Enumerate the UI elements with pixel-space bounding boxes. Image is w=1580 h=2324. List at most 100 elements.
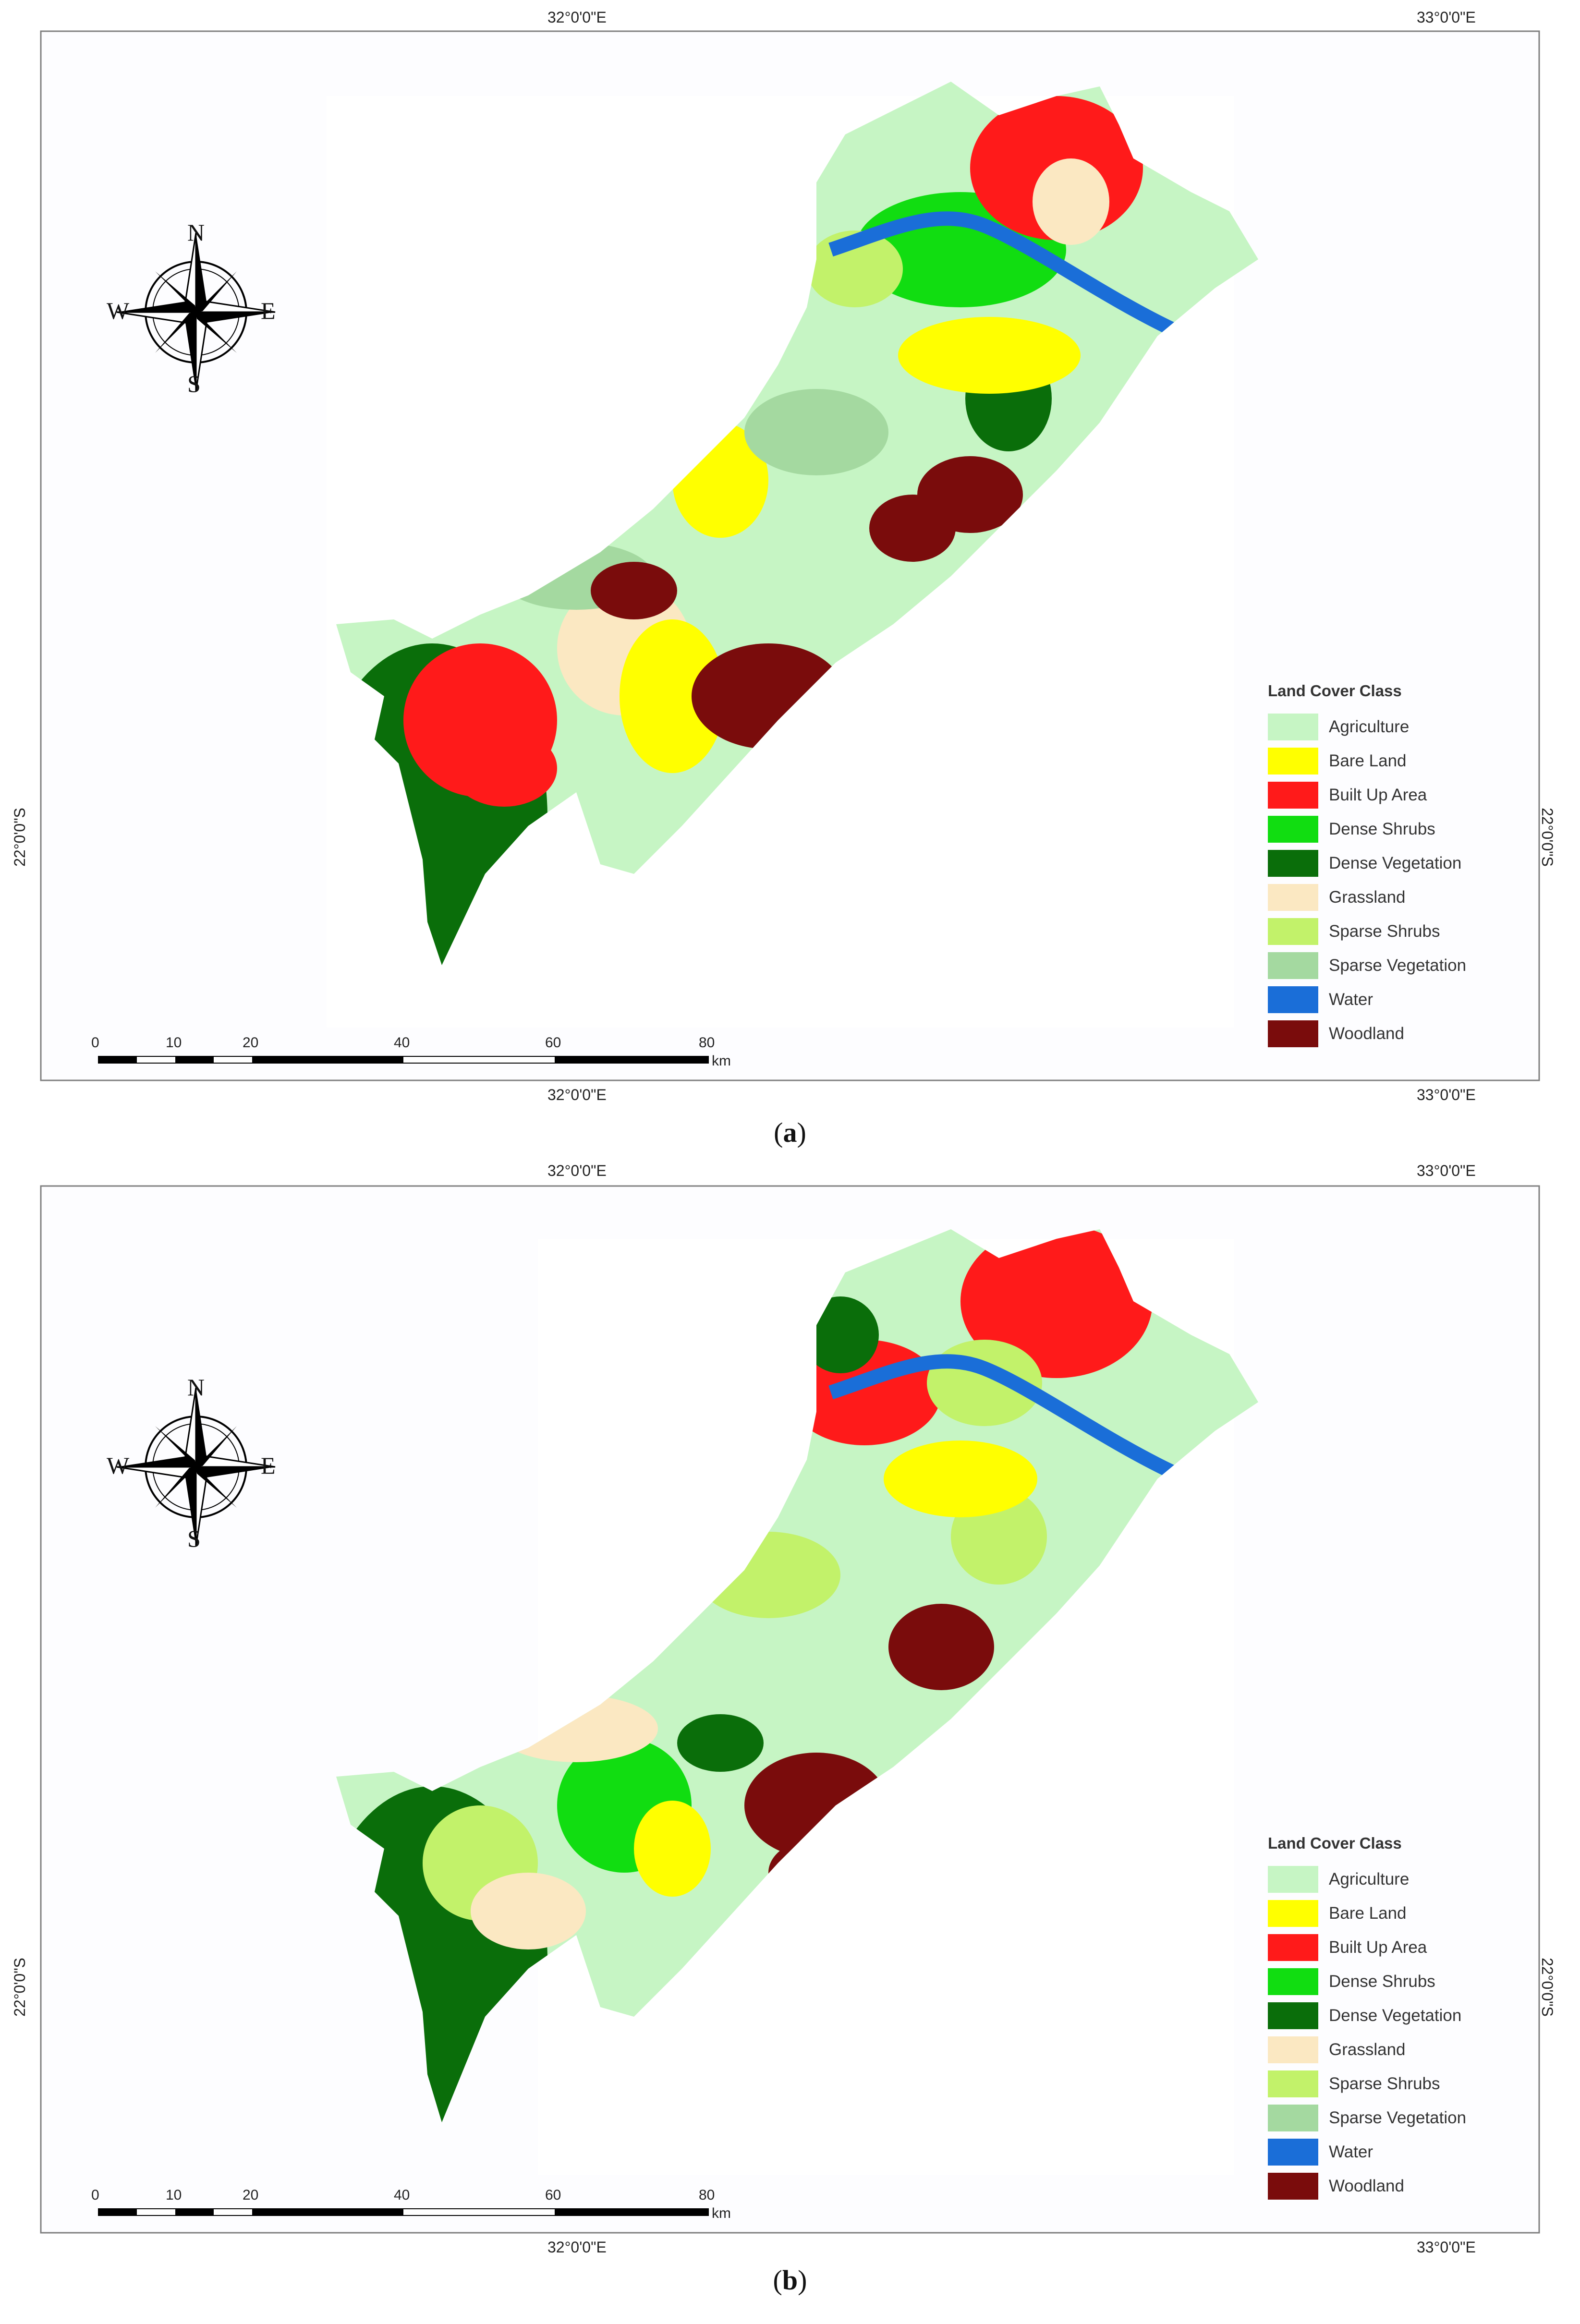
- legend-swatch: [1268, 781, 1318, 809]
- legend-title: Land Cover Class: [1268, 682, 1402, 700]
- scale-tick-0: 0: [91, 1035, 99, 1051]
- compass-south-label: S: [187, 1525, 201, 1552]
- legend-swatch: [1268, 747, 1318, 775]
- scale-tick-20: 20: [243, 1035, 259, 1051]
- legend-item-dense-shrubs: Dense Shrubs: [1268, 1964, 1518, 1998]
- scale-tick-80: 80: [699, 1035, 715, 1051]
- legend-item-woodland: Woodland: [1268, 1017, 1518, 1051]
- compass-north-label: N: [187, 219, 205, 246]
- panel-caption: (b): [773, 2264, 807, 2296]
- legend-label: Water: [1329, 2142, 1373, 2161]
- compass-east-label: E: [261, 297, 276, 324]
- coord-top-right: 33°0'0"E: [1417, 9, 1476, 26]
- legend-item-built-up-area: Built Up Area: [1268, 1930, 1518, 1964]
- scale-tick-60: 60: [545, 1035, 561, 1051]
- legend-swatch: [1268, 2104, 1318, 2131]
- legend-label: Dense Vegetation: [1329, 2006, 1462, 2025]
- scale-unit: km: [712, 1053, 731, 1069]
- coord-right: 22°0'0"S: [1538, 1958, 1556, 2017]
- panel-caption-letter: a: [783, 1117, 797, 1148]
- legend-swatch: [1268, 952, 1318, 979]
- coord-bottom-right: 33°0'0"E: [1417, 1086, 1476, 1103]
- compass-north-label: N: [187, 1374, 205, 1401]
- panel-caption: (a): [774, 1117, 806, 1148]
- compass-south-label: S: [187, 370, 201, 397]
- legend-label: Sparse Shrubs: [1329, 921, 1440, 941]
- legend-label: Built Up Area: [1329, 785, 1427, 804]
- scale-tick-40: 40: [394, 1035, 410, 1051]
- legend: Land Cover Class Agriculture Bare Land Bui…: [1268, 1834, 1518, 2203]
- scale-tick-60: 60: [545, 2187, 561, 2203]
- legend-label: Bare Land: [1329, 1903, 1407, 1923]
- legend-swatch: [1268, 1934, 1318, 1961]
- legend-label: Sparse Shrubs: [1329, 2074, 1440, 2093]
- scale-tick-0: 0: [91, 2187, 99, 2203]
- legend-label: Dense Shrubs: [1329, 819, 1435, 838]
- coord-bottom-left: 32°0'0"E: [547, 1086, 607, 1103]
- legend-item-agriculture: Agriculture: [1268, 710, 1518, 744]
- scale-bar: [98, 2208, 709, 2216]
- legend-label: Bare Land: [1329, 751, 1407, 770]
- legend-swatch: [1268, 2002, 1318, 2029]
- river: [828, 1354, 1180, 1481]
- compass-rose-icon: [116, 1387, 276, 1547]
- land-cover-patch: [898, 317, 1081, 394]
- map-panel-a: 32°0'0"E 33°0'0"E 32°0'0"E 33°0'0"E 22°0…: [11, 9, 1556, 1148]
- land-cover-map-a: [336, 82, 1258, 965]
- land-cover-patch: [744, 389, 888, 475]
- compass-west-label: W: [107, 1452, 130, 1479]
- coord-top-right: 33°0'0"E: [1417, 1162, 1476, 1179]
- legend-item-bare-land: Bare Land: [1268, 744, 1518, 778]
- legend-label: Built Up Area: [1329, 1937, 1427, 1957]
- land-cover-patch: [1033, 158, 1109, 245]
- legend-title: Land Cover Class: [1268, 1834, 1402, 1852]
- land-cover-patch: [807, 230, 903, 307]
- compass-east-label: E: [261, 1452, 276, 1479]
- legend-swatch: [1268, 918, 1318, 945]
- legend-item-agriculture: Agriculture: [1268, 1862, 1518, 1896]
- legend-item-water: Water: [1268, 982, 1518, 1017]
- legend-item-woodland: Woodland: [1268, 2169, 1518, 2203]
- legend-item-dense-shrubs: Dense Shrubs: [1268, 812, 1518, 846]
- legend: Land Cover Class Agriculture Bare Land Bui…: [1268, 682, 1518, 1051]
- legend-label: Sparse Vegetation: [1329, 2108, 1467, 2127]
- legend-swatch: [1268, 884, 1318, 911]
- map-canvas-a: [40, 30, 1540, 1081]
- legend-item-sparse-vegetation: Sparse Vegetation: [1268, 2101, 1518, 2135]
- land-cover-patch: [917, 456, 1023, 533]
- legend-item-dense-vegetation: Dense Vegetation: [1268, 846, 1518, 880]
- legend-item-bare-land: Bare Land: [1268, 1896, 1518, 1930]
- legend-swatch: [1268, 2138, 1318, 2166]
- legend-item-water: Water: [1268, 2135, 1518, 2169]
- land-cover-patch: [960, 1229, 1153, 1378]
- scale-tick-10: 10: [166, 1035, 182, 1051]
- legend-label: Dense Vegetation: [1329, 853, 1462, 872]
- legend-item-built-up-area: Built Up Area: [1268, 778, 1518, 812]
- legend-label: Agriculture: [1329, 717, 1410, 736]
- legend-label: Grassland: [1329, 887, 1406, 907]
- land-cover-patch: [620, 619, 725, 773]
- legend-label: Woodland: [1329, 1024, 1404, 1043]
- legend-swatch: [1268, 2172, 1318, 2200]
- land-cover-patch: [677, 1714, 764, 1772]
- coord-bottom-left: 32°0'0"E: [547, 2239, 607, 2256]
- legend-label: Dense Shrubs: [1329, 1972, 1435, 1991]
- scale-tick-20: 20: [243, 2187, 259, 2203]
- legend-item-grassland: Grassland: [1268, 880, 1518, 914]
- scale-tick-10: 10: [166, 2187, 182, 2203]
- legend-label: Sparse Vegetation: [1329, 956, 1467, 975]
- land-cover-patch: [591, 562, 677, 619]
- coord-right: 22°0'0"S: [1538, 808, 1556, 867]
- legend-item-grassland: Grassland: [1268, 2033, 1518, 2067]
- coord-left: 22°0'0"S: [11, 808, 28, 867]
- land-cover-patch: [884, 1440, 1037, 1517]
- scale-unit: km: [712, 2205, 731, 2221]
- legend-swatch: [1268, 1968, 1318, 1995]
- legend-swatch: [1268, 1020, 1318, 1047]
- legend-item-sparse-shrubs: Sparse Shrubs: [1268, 914, 1518, 948]
- legend-swatch: [1268, 849, 1318, 877]
- compass-west-label: W: [107, 297, 130, 324]
- legend-swatch: [1268, 815, 1318, 843]
- coord-left: 22°0'0"S: [11, 1958, 28, 2017]
- legend-swatch: [1268, 1865, 1318, 1893]
